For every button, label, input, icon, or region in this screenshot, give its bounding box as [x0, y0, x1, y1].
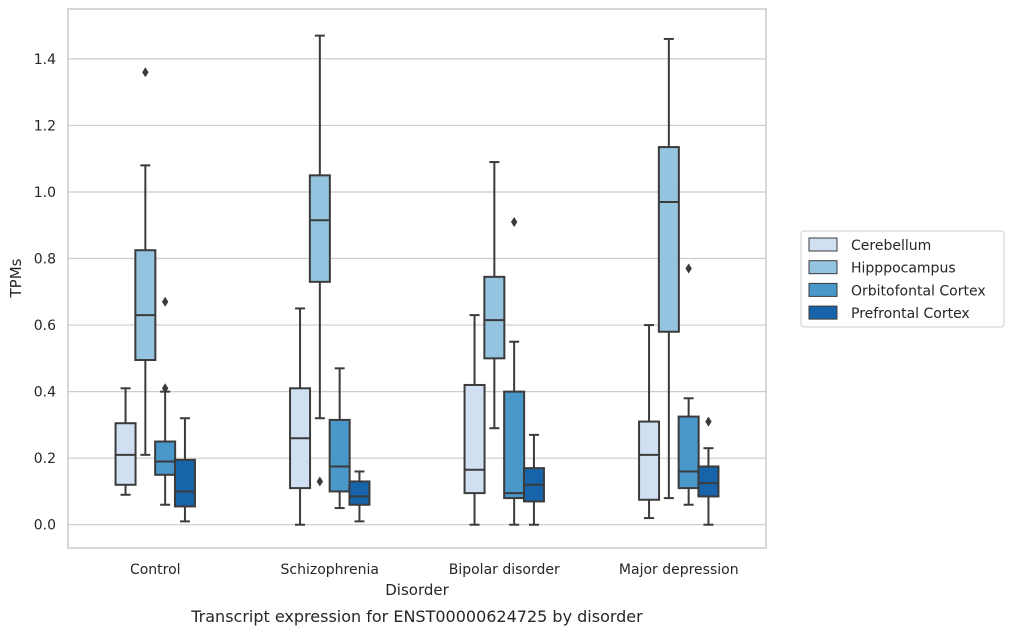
y-tick-label: 1.4 [34, 52, 56, 68]
legend-swatch [808, 237, 838, 252]
outlier-point [161, 296, 169, 307]
y-tick-label: 0.6 [34, 318, 56, 334]
box-iqr [638, 420, 661, 501]
box [638, 324, 661, 520]
y-tick-label: 0.8 [34, 252, 56, 268]
y-tick-label: 1.0 [34, 185, 56, 201]
box [522, 433, 545, 526]
box [308, 34, 331, 487]
y-axis-label: TPMs [7, 258, 25, 298]
box-iqr [328, 418, 351, 493]
box-iqr [483, 275, 506, 360]
y-tick-label: 0.4 [34, 385, 56, 401]
legend-items: Cerebellum Hipppocampus Orbitofontal Corte… [808, 237, 986, 322]
outlier-point [685, 263, 692, 274]
chart-caption: Transcript expression for ENST0000062472… [190, 607, 643, 626]
box [657, 37, 680, 500]
legend-swatch [808, 282, 838, 297]
outlier-point [161, 383, 169, 394]
plot-frame [67, 8, 767, 549]
legend-frame [800, 230, 1005, 328]
outlier-point [510, 216, 518, 227]
box-iqr [308, 174, 331, 283]
box-iqr [463, 383, 486, 495]
box [134, 67, 157, 456]
box [697, 416, 720, 526]
x-tick-label: Major depression [619, 562, 739, 578]
box-iqr [134, 249, 157, 362]
legend-label: Prefrontal Cortex [851, 306, 970, 322]
box [173, 417, 196, 523]
legend-label: Cerebellum [851, 238, 931, 254]
box-iqr [697, 465, 720, 498]
x-axis-label: Disorder [385, 581, 449, 599]
box [463, 314, 486, 526]
box [348, 470, 371, 523]
box-iqr [677, 415, 700, 490]
outlier-point [142, 67, 149, 78]
box-iqr [154, 440, 177, 476]
box-iqr [173, 458, 196, 508]
legend-label: Hipppocampus [851, 261, 956, 277]
legend-swatch [808, 305, 838, 320]
legend: Cerebellum Hipppocampus Orbitofontal Corte… [800, 230, 1005, 328]
box [328, 367, 351, 510]
legend-swatch [808, 260, 838, 275]
y-tick-label: 0.2 [34, 451, 56, 467]
box [677, 263, 700, 506]
x-tick-label: Schizophrenia [281, 562, 379, 578]
x-tick-label: Control [130, 562, 181, 578]
box [114, 387, 137, 496]
box [483, 161, 506, 430]
outlier-point [705, 416, 712, 427]
y-tick-labels: 0.0 0.2 0.4 0.6 0.8 1.0 1.2 1.4 [34, 52, 56, 534]
box [289, 307, 312, 526]
box-iqr [657, 146, 680, 333]
y-tick-label: 1.2 [34, 118, 56, 134]
outlier-point [316, 476, 324, 487]
box [154, 296, 177, 506]
x-tick-labels: Control Schizophrenia Bipolar disorder Majo… [130, 562, 739, 578]
boxes [114, 34, 720, 526]
box-iqr [503, 390, 526, 500]
box [503, 216, 526, 526]
y-tick-label: 0.0 [34, 518, 56, 534]
box-iqr [348, 480, 371, 506]
x-tick-label: Bipolar disorder [449, 562, 560, 578]
legend-label: Orbitofontal Cortex [851, 283, 986, 299]
